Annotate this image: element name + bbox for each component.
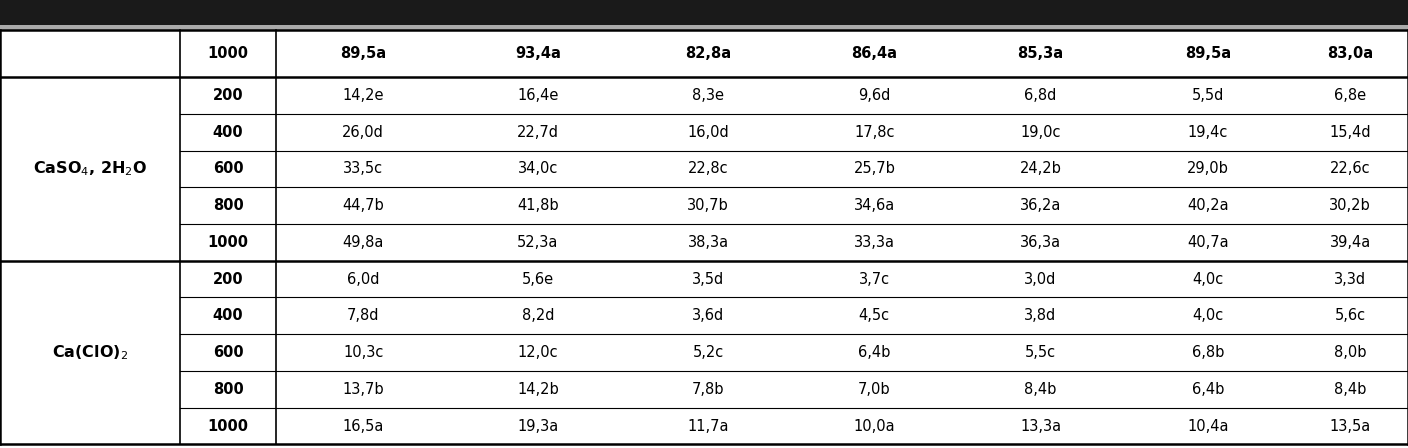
Text: 19,3a: 19,3a	[517, 418, 559, 434]
Text: 30,7b: 30,7b	[687, 198, 729, 213]
Text: 5,5c: 5,5c	[1025, 345, 1056, 360]
Text: 8,4b: 8,4b	[1025, 382, 1056, 397]
Text: 5,6c: 5,6c	[1335, 308, 1366, 323]
Text: 13,3a: 13,3a	[1019, 418, 1062, 434]
Text: 89,5a: 89,5a	[341, 46, 386, 61]
Bar	[0, 25, 1408, 30]
Text: 34,0c: 34,0c	[518, 161, 558, 177]
Text: 10,0a: 10,0a	[853, 418, 895, 434]
Text: 24,2b: 24,2b	[1019, 161, 1062, 177]
Text: 8,3e: 8,3e	[693, 88, 724, 103]
Bar	[0, 0, 1408, 25]
Text: 600: 600	[213, 345, 244, 360]
Text: 15,4d: 15,4d	[1329, 125, 1371, 140]
Text: 6,8d: 6,8d	[1025, 88, 1056, 103]
Text: 30,2b: 30,2b	[1329, 198, 1371, 213]
Text: 7,8b: 7,8b	[691, 382, 725, 397]
Text: 800: 800	[213, 382, 244, 397]
Text: 3,7c: 3,7c	[859, 271, 890, 287]
Text: 3,5d: 3,5d	[693, 271, 724, 287]
Text: 1000: 1000	[207, 235, 249, 250]
Text: 44,7b: 44,7b	[342, 198, 384, 213]
Text: 6,8e: 6,8e	[1335, 88, 1366, 103]
Text: 93,4a: 93,4a	[515, 46, 560, 61]
Text: 19,0c: 19,0c	[1021, 125, 1060, 140]
Text: 25,7b: 25,7b	[853, 161, 895, 177]
Text: 12,0c: 12,0c	[518, 345, 558, 360]
Text: 86,4a: 86,4a	[852, 46, 897, 61]
Text: 3,6d: 3,6d	[693, 308, 724, 323]
Text: Ca(ClO)$_2$: Ca(ClO)$_2$	[52, 343, 128, 362]
Text: 83,0a: 83,0a	[1328, 46, 1373, 61]
Text: 17,8c: 17,8c	[855, 125, 894, 140]
Text: 4,5c: 4,5c	[859, 308, 890, 323]
Text: 38,3a: 38,3a	[687, 235, 729, 250]
Text: 6,8b: 6,8b	[1193, 345, 1224, 360]
Text: 13,7b: 13,7b	[342, 382, 384, 397]
Text: 13,5a: 13,5a	[1329, 418, 1371, 434]
Text: 9,6d: 9,6d	[859, 88, 890, 103]
Text: 22,7d: 22,7d	[517, 125, 559, 140]
Text: 600: 600	[213, 161, 244, 177]
Text: 85,3a: 85,3a	[1018, 46, 1063, 61]
Text: 1000: 1000	[207, 46, 249, 61]
Text: 6,4b: 6,4b	[859, 345, 890, 360]
Text: 3,8d: 3,8d	[1025, 308, 1056, 323]
Text: 34,6a: 34,6a	[853, 198, 895, 213]
Text: 11,7a: 11,7a	[687, 418, 729, 434]
Text: 16,4e: 16,4e	[517, 88, 559, 103]
Text: 8,2d: 8,2d	[521, 308, 555, 323]
Text: 10,4a: 10,4a	[1187, 418, 1229, 434]
Text: 200: 200	[213, 88, 244, 103]
Text: 40,7a: 40,7a	[1187, 235, 1229, 250]
Text: 36,3a: 36,3a	[1019, 235, 1062, 250]
Text: 19,4c: 19,4c	[1188, 125, 1228, 140]
Text: 39,4a: 39,4a	[1329, 235, 1371, 250]
Text: 22,8c: 22,8c	[689, 161, 728, 177]
Text: 3,0d: 3,0d	[1025, 271, 1056, 287]
Text: 7,8d: 7,8d	[346, 308, 380, 323]
Text: 41,8b: 41,8b	[517, 198, 559, 213]
Text: 8,4b: 8,4b	[1335, 382, 1366, 397]
Text: 400: 400	[213, 308, 244, 323]
Text: 33,3a: 33,3a	[853, 235, 895, 250]
Text: 1000: 1000	[207, 418, 249, 434]
Text: 82,8a: 82,8a	[686, 46, 731, 61]
Text: 5,6e: 5,6e	[522, 271, 553, 287]
Text: 49,8a: 49,8a	[342, 235, 384, 250]
Text: 400: 400	[213, 125, 244, 140]
Text: 16,0d: 16,0d	[687, 125, 729, 140]
Text: 4,0c: 4,0c	[1193, 308, 1224, 323]
Text: 16,5a: 16,5a	[342, 418, 384, 434]
Text: 26,0d: 26,0d	[342, 125, 384, 140]
Text: 7,0b: 7,0b	[857, 382, 891, 397]
Text: 29,0b: 29,0b	[1187, 161, 1229, 177]
Text: 4,0c: 4,0c	[1193, 271, 1224, 287]
Text: 33,5c: 33,5c	[344, 161, 383, 177]
Text: 800: 800	[213, 198, 244, 213]
Text: 6,4b: 6,4b	[1193, 382, 1224, 397]
Text: 8,0b: 8,0b	[1333, 345, 1367, 360]
Text: CaSO$_4$, 2H$_2$O: CaSO$_4$, 2H$_2$O	[32, 159, 148, 178]
Text: 89,5a: 89,5a	[1186, 46, 1231, 61]
Text: 36,2a: 36,2a	[1019, 198, 1062, 213]
Text: 22,6c: 22,6c	[1331, 161, 1370, 177]
Text: 6,0d: 6,0d	[346, 271, 380, 287]
Text: 5,2c: 5,2c	[693, 345, 724, 360]
Text: 200: 200	[213, 271, 244, 287]
Text: 14,2b: 14,2b	[517, 382, 559, 397]
Text: 3,3d: 3,3d	[1335, 271, 1366, 287]
Text: 40,2a: 40,2a	[1187, 198, 1229, 213]
Text: 52,3a: 52,3a	[517, 235, 559, 250]
Text: 10,3c: 10,3c	[344, 345, 383, 360]
Text: 5,5d: 5,5d	[1193, 88, 1224, 103]
Text: 14,2e: 14,2e	[342, 88, 384, 103]
